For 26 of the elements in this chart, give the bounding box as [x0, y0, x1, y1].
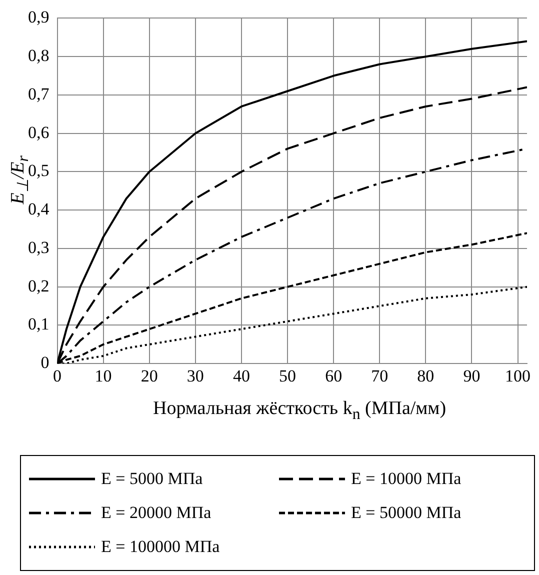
y-tick-label: 0,8: [28, 46, 50, 66]
y-tick-label: 0,3: [28, 238, 50, 257]
x-tick-label: 50: [279, 366, 296, 386]
y-tick-label: 0,6: [28, 122, 50, 142]
y-tick-label: 0,2: [28, 276, 50, 296]
x-tick-label: 40: [232, 366, 250, 386]
x-tick-label: 90: [463, 366, 480, 386]
y-tick-label: 0,4: [28, 200, 50, 219]
y-tick-label: 0: [40, 353, 50, 372]
x-tick-label: 20: [140, 366, 158, 386]
x-tick-label: 10: [94, 366, 112, 386]
y-tick-label: 0,9: [28, 8, 50, 27]
x-axis-title: Нормальная жёсткость k$_{n}$ (МПа/мм): [152, 398, 448, 424]
x-tick-label: 100: [505, 366, 531, 386]
y-tick-label: 0,7: [28, 84, 50, 104]
legend-label: E = 20000 МПа: [101, 503, 212, 523]
y-tick-label: 0,5: [28, 161, 50, 180]
legend-label: E = 10000 МПа: [351, 469, 462, 489]
y-tick-label: 0,1: [28, 314, 50, 334]
legend-label: E = 50000 МПа: [351, 503, 462, 523]
x-tick-label: 70: [371, 366, 388, 386]
legend-label: E = 5000 МПа: [101, 469, 203, 489]
x-tick-label: 30: [186, 366, 204, 386]
x-tick-label: 60: [325, 366, 342, 386]
legend-label: E = 100000 МПа: [101, 537, 220, 557]
x-tick-label: 80: [417, 366, 434, 386]
